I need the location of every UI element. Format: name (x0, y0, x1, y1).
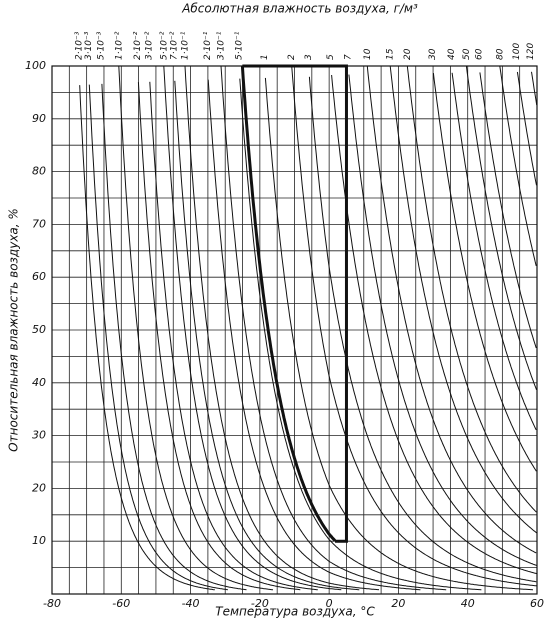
top-tick-label: 5·10⁻³ (97, 31, 107, 60)
top-tick-label: 7·10⁻² (169, 31, 179, 60)
top-tick-label: 30 (428, 48, 438, 60)
humidity-curve (118, 65, 274, 591)
top-tick-label: 60 (475, 48, 485, 60)
humidity-curve (88, 84, 228, 591)
humidity-curve (451, 72, 537, 431)
humidity-curve (239, 78, 482, 591)
top-tick-label: 3·10⁻¹ (217, 31, 227, 60)
y-tick-label: 100 (25, 59, 46, 72)
humidity-curve (137, 82, 301, 591)
humidity-curve (264, 77, 533, 591)
top-tick-label: 1 (260, 54, 270, 60)
top-tick-label: 15 (386, 48, 396, 60)
y-tick-label: 10 (32, 534, 46, 547)
top-tick-label: 2 (287, 54, 297, 60)
y-tick-label: 30 (32, 429, 46, 442)
top-tick-label: 7 (344, 54, 354, 60)
x-tick-label: 60 (530, 597, 544, 610)
x-tick-label: 40 (461, 597, 475, 610)
humidity-curve (516, 71, 537, 186)
highlight-curve (240, 65, 337, 542)
top-tick-label: 1·10⁻² (114, 31, 124, 60)
humidity-curve (163, 65, 342, 591)
x-tick-label: -80 (43, 597, 61, 610)
y-tick-label: 70 (32, 217, 46, 230)
y-axis-title: Относительная влажность воздуха, % (7, 208, 21, 452)
top-tick-label: 5·10⁻² (159, 31, 169, 60)
humidity-curve (291, 65, 537, 587)
top-tick-label: 80 (495, 48, 505, 60)
humidity-curve (174, 80, 360, 591)
x-tick-label: -60 (112, 597, 130, 610)
x-tick-label: 0 (326, 597, 333, 610)
humidity-curve (331, 74, 537, 575)
top-tick-label: 120 (526, 43, 536, 60)
top-tick-label: 2·10⁻³ (74, 31, 84, 60)
x-axis-title: Температура воздуха, °C (215, 605, 375, 619)
y-tick-label: 60 (32, 270, 46, 283)
plot-frame (51, 65, 538, 595)
humidity-curve (101, 83, 247, 591)
humidity-curve (149, 81, 318, 591)
x-tick-label: -20 (251, 597, 269, 610)
top-axis-title: Абсолютная влажность воздуха, г/м³ (181, 2, 418, 16)
y-tick-label: 90 (32, 112, 46, 125)
top-tick-label: 40 (447, 48, 457, 60)
humidity-curve (499, 65, 537, 267)
humidity-curve (366, 65, 537, 554)
top-tick-label: 2·10⁻¹ (203, 31, 213, 60)
humidity-curve (406, 65, 537, 513)
y-tick-label: 80 (32, 165, 46, 178)
humidity-curve (465, 65, 537, 390)
top-tick-label: 1·10⁻¹ (180, 31, 190, 60)
humidity-curve (479, 72, 537, 349)
top-tick-label: 100 (512, 43, 522, 60)
humidity-curve (184, 65, 380, 591)
top-tick-label: 5 (326, 54, 336, 60)
y-tick-label: 50 (32, 323, 46, 336)
y-tick-label: 40 (32, 376, 46, 389)
top-tick-label: 5·10⁻¹ (234, 31, 244, 60)
top-tick-label: 50 (462, 48, 472, 60)
x-tick-label: 20 (391, 597, 405, 610)
humidity-curve (348, 74, 538, 566)
humidity-curve (531, 71, 538, 106)
humidity-curve (220, 65, 447, 591)
humidity-curve (389, 65, 537, 534)
top-tick-label: 3·10⁻² (144, 31, 154, 60)
humidity-curve (79, 85, 215, 591)
x-tick-label: -40 (182, 597, 200, 610)
top-tick-label: 10 (363, 48, 373, 60)
top-tick-label: 2·10⁻² (133, 31, 143, 60)
y-tick-label: 20 (32, 481, 46, 494)
humidity-curve (207, 79, 421, 591)
top-tick-label: 3 (304, 54, 314, 60)
top-tick-label: 3·10⁻³ (84, 31, 94, 60)
top-tick-label: 20 (403, 48, 413, 60)
humidity-curve (432, 73, 537, 472)
